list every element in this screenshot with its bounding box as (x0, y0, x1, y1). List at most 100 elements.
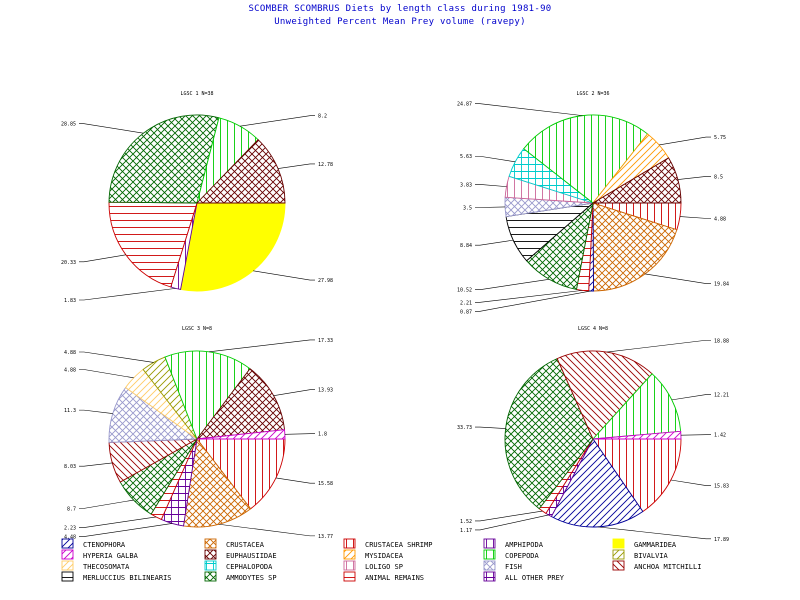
legend-swatch (343, 549, 356, 560)
chart-title: SCOMBER SCOMBRUS Diets by length class d… (248, 4, 552, 14)
slice-value-label: 11.3 (64, 408, 76, 414)
leader-line (79, 516, 157, 528)
legend-item-fish: FISH (483, 560, 522, 571)
legend-item-gammaridea: GAMMARIDEA (612, 538, 677, 549)
legend-swatch (483, 549, 496, 560)
legend-item-loligo-sp: LOLIGO SP (343, 560, 403, 571)
legend-swatch (61, 571, 74, 582)
legend-swatch (483, 560, 496, 571)
slice-value-label: 8.03 (64, 464, 76, 470)
pie-title: LGSC 3 N=8 (182, 326, 212, 332)
leader-line (645, 273, 711, 284)
slice-value-label: 8.7 (67, 506, 76, 512)
leader-line (475, 514, 549, 531)
leader-line (475, 239, 514, 246)
legend-label: CRUSTACEA SHRIMP (365, 541, 432, 549)
legend-swatch (483, 538, 496, 549)
leader-line (275, 477, 315, 484)
pie-title: LGSC 4 N=8 (578, 326, 608, 332)
slice-value-label: 13.77 (318, 534, 333, 540)
legend-item-ctenophora: CTENOPHORA (61, 538, 126, 549)
slice-animal-remains (108, 201, 198, 288)
legend-label: AMPHIPODA (505, 541, 544, 549)
leader-line (671, 394, 711, 401)
legend-item-thecosomata: THECOSOMATA (61, 560, 130, 571)
leader-line (475, 290, 592, 312)
legend-label: CTENOPHORA (83, 541, 126, 549)
slice-value-label: 13.93 (318, 388, 333, 394)
legend-swatch (204, 571, 217, 582)
legend-swatch (61, 560, 74, 571)
slice-value-label: 8.2 (318, 114, 327, 120)
slice-value-label: 5.75 (714, 135, 726, 141)
slice-value-label: 1.17 (460, 528, 472, 534)
slice-value-label: 3.83 (460, 182, 472, 188)
legend-label: GAMMARIDEA (634, 541, 677, 549)
legend-label: ALL OTHER PREY (505, 574, 565, 582)
legend-item-euphausiidae: EUPHAUSIIDAE (204, 549, 277, 560)
slice-value-label: 10.52 (457, 288, 472, 294)
legend-label: LOLIGO SP (365, 563, 403, 571)
leader-line (79, 409, 113, 414)
leader-line (273, 389, 315, 396)
leader-line (253, 270, 315, 281)
pie-chart-2: LGSC 2 N=36 4.88 19.84 0.87 2.21 10.52 8.84 3.5… (457, 91, 729, 315)
leader-line (680, 434, 711, 436)
slice-value-label: 20.33 (61, 260, 76, 266)
leader-line (79, 462, 113, 467)
legend-swatch (204, 560, 217, 571)
pie-chart-1: LGSC 1 N=38 27.98 1.83 20.33 28.85 8.2 12.78 (61, 91, 333, 304)
slice-euphausiidae (591, 157, 682, 204)
leader-line (606, 339, 711, 353)
slice-value-label: 12.21 (714, 393, 729, 399)
slice-value-label: 2.23 (64, 526, 76, 532)
leader-line (475, 278, 550, 290)
slice-copepoda (164, 350, 251, 440)
legend-label: BIVALVIA (634, 552, 669, 560)
slice-hyperia-galba (196, 429, 286, 440)
slice-value-label: 4.88 (64, 367, 76, 373)
slice-crustacea-shrimp (196, 438, 286, 510)
legend-swatch (612, 560, 625, 571)
slice-euphausiidae (196, 368, 286, 440)
slice-value-label: 3.5 (463, 205, 472, 211)
legend-item-mysidacea: MYSIDACEA (343, 549, 404, 560)
chart-subtitle: Unweighted Percent Mean Prey volume (rav… (274, 17, 526, 27)
legend-item-amphipoda: AMPHIPODA (483, 538, 544, 549)
slice-value-label: 8.84 (460, 243, 472, 249)
leader-line (679, 216, 711, 219)
leader-line (475, 290, 583, 303)
slice-value-label: 1.52 (460, 519, 472, 525)
leader-line (208, 339, 315, 353)
legend-label: COPEPODA (505, 552, 540, 560)
legend-swatch (612, 549, 625, 560)
slice-value-label: 12.78 (318, 162, 333, 168)
slice-ctenophora (550, 438, 644, 528)
legend-item-ammodytes-sp: AMMODYTES SP (204, 571, 277, 582)
pie-title: LGSC 1 N=38 (180, 91, 213, 97)
legend-label: MERLUCCIUS BILINEARIS (83, 574, 172, 582)
slice-value-label: 27.98 (318, 278, 333, 284)
slice-value-label: 1.83 (64, 298, 76, 304)
legend-item-hyperia-galba: HYPERIA GALBA (61, 549, 139, 560)
leader-line (79, 499, 134, 509)
legend-swatch (343, 560, 356, 571)
legend-swatch (612, 538, 625, 549)
legend-item-crustacea: CRUSTACEA (204, 538, 265, 549)
legend-swatch (343, 538, 356, 549)
leader-line (677, 176, 711, 180)
legend-label: MYSIDACEA (365, 552, 404, 560)
leader-line (79, 123, 144, 134)
legend-swatch (61, 549, 74, 560)
slice-ammodytes-sp (108, 114, 220, 204)
legend-item-copepoda: COPEPODA (483, 549, 540, 560)
slice-value-label: 15.58 (318, 481, 333, 487)
legend-label: AMMODYTES SP (226, 574, 277, 582)
legend-label: ANCHOA MITCHILLI (634, 563, 701, 571)
legend-label: ANIMAL REMAINS (365, 574, 424, 582)
leader-line (670, 479, 711, 486)
slice-value-label: 1.8 (318, 432, 327, 438)
legend-item-bivalvia: BIVALVIA (612, 549, 669, 560)
